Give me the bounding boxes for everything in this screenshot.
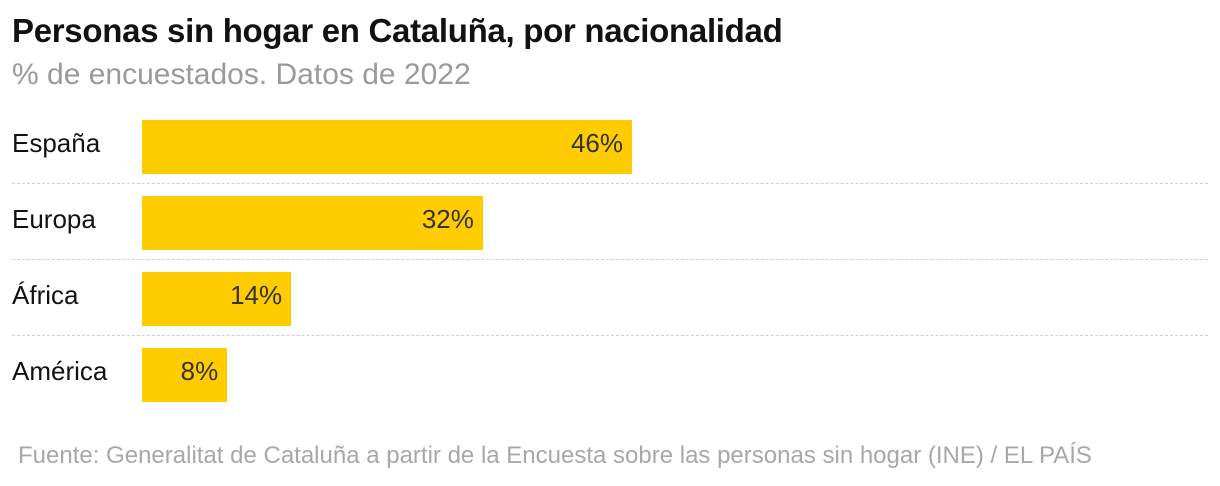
bar <box>142 272 292 326</box>
value-label: 8% <box>180 356 219 386</box>
bar-row: Europa 32% <box>12 184 1208 260</box>
value-label: 46% <box>570 128 623 158</box>
bar <box>142 348 228 402</box>
source-note: Fuente: Generalitat de Cataluña a partir… <box>18 442 1092 469</box>
bar-row: África 14% <box>12 260 1208 336</box>
category-label: África <box>12 280 79 310</box>
category-label: América <box>12 356 108 386</box>
value-label: 32% <box>421 204 474 234</box>
bar-row: España 46% <box>12 108 1208 184</box>
category-label: Europa <box>12 204 96 234</box>
chart-subtitle: % de encuestados. Datos de 2022 <box>12 58 471 91</box>
bar-chart: España 46% Europa 32% África 14% América 8% <box>0 108 1220 418</box>
bar-row: América 8% <box>12 336 1208 412</box>
chart-title: Personas sin hogar en Cataluña, por naci… <box>12 12 783 49</box>
value-label: 14% <box>230 280 283 310</box>
bar <box>142 196 483 250</box>
bar <box>142 120 632 174</box>
category-label: España <box>12 128 101 158</box>
